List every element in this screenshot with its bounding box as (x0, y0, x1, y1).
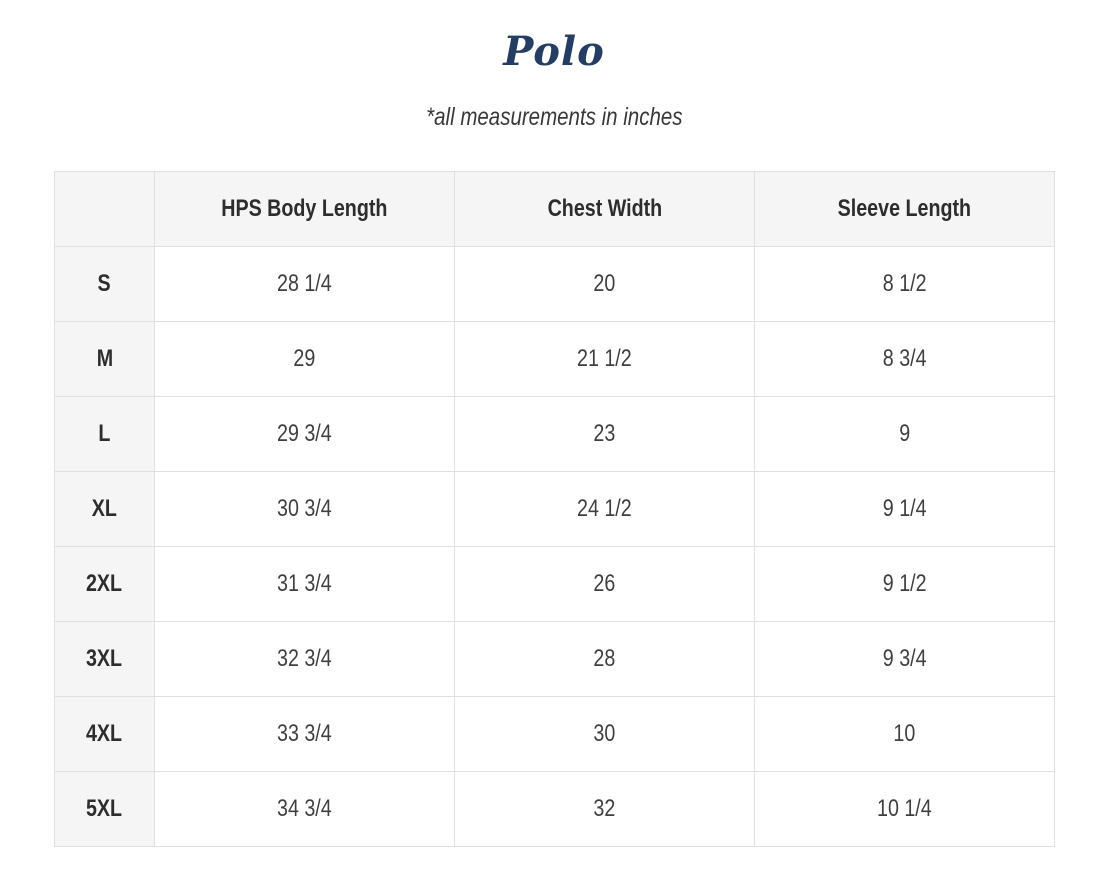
hps-body-length-value: 28 1/4 (154, 246, 455, 322)
sleeve-length-value: 10 1/4 (754, 771, 1055, 847)
sleeve-length-value: 10 (754, 696, 1055, 772)
chest-width-value: 30 (454, 696, 755, 772)
sleeve-length-value: 9 (754, 396, 1055, 472)
chest-width-value: 24 1/2 (454, 471, 755, 547)
chest-width-value: 23 (454, 396, 755, 472)
table-header-row: HPS Body Length Chest Width Sleeve Lengt… (54, 171, 1055, 247)
header-label-chest-width: Chest Width (547, 195, 662, 222)
chest-width-value: 20 (454, 246, 755, 322)
size-label: L (54, 396, 155, 472)
measurements-note: *all measurements in inches (0, 76, 1108, 132)
chest-width-value: 21 1/2 (454, 321, 755, 397)
header-cell-chest-width: Chest Width (454, 171, 755, 247)
size-label: M (54, 321, 155, 397)
size-label: XL (54, 471, 155, 547)
chest-width-value: 32 (454, 771, 755, 847)
sleeve-length-value: 9 1/4 (754, 471, 1055, 547)
measurements-note-text: *all measurements in inches (425, 103, 683, 131)
hps-body-length-value: 29 (154, 321, 455, 397)
table-row: XL 30 3/4 24 1/2 9 1/4 (54, 471, 1055, 547)
table-row: 2XL 31 3/4 26 9 1/2 (54, 546, 1055, 622)
table-row: 4XL 33 3/4 30 10 (54, 696, 1055, 772)
chest-width-value: 28 (454, 621, 755, 697)
header-label-hps-body-length: HPS Body Length (221, 195, 388, 222)
sleeve-length-value: 8 3/4 (754, 321, 1055, 397)
hps-body-length-value: 30 3/4 (154, 471, 455, 547)
table-row: 5XL 34 3/4 32 10 1/4 (54, 771, 1055, 847)
sleeve-length-value: 9 1/2 (754, 546, 1055, 622)
table-row: S 28 1/4 20 8 1/2 (54, 246, 1055, 322)
table-row: M 29 21 1/2 8 3/4 (54, 321, 1055, 397)
table-row: L 29 3/4 23 9 (54, 396, 1055, 472)
hps-body-length-value: 34 3/4 (154, 771, 455, 847)
hps-body-length-value: 32 3/4 (154, 621, 455, 697)
table-row: 3XL 32 3/4 28 9 3/4 (54, 621, 1055, 697)
header-cell-sleeve-length: Sleeve Length (754, 171, 1055, 247)
header-cell-hps-body-length: HPS Body Length (154, 171, 455, 247)
hps-body-length-value: 29 3/4 (154, 396, 455, 472)
sleeve-length-value: 8 1/2 (754, 246, 1055, 322)
chest-width-value: 26 (454, 546, 755, 622)
size-chart-table: HPS Body Length Chest Width Sleeve Lengt… (54, 171, 1055, 847)
size-label: S (54, 246, 155, 322)
hps-body-length-value: 33 3/4 (154, 696, 455, 772)
size-label: 3XL (54, 621, 155, 697)
header-cell-size (54, 171, 155, 247)
header-label-sleeve-length: Sleeve Length (837, 195, 972, 222)
hps-body-length-value: 31 3/4 (154, 546, 455, 622)
size-label: 5XL (54, 771, 155, 847)
size-chart-container: HPS Body Length Chest Width Sleeve Lengt… (54, 171, 1055, 847)
sleeve-length-value: 9 3/4 (754, 621, 1055, 697)
size-label: 4XL (54, 696, 155, 772)
size-label: 2XL (54, 546, 155, 622)
page-title: Polo (503, 28, 605, 75)
